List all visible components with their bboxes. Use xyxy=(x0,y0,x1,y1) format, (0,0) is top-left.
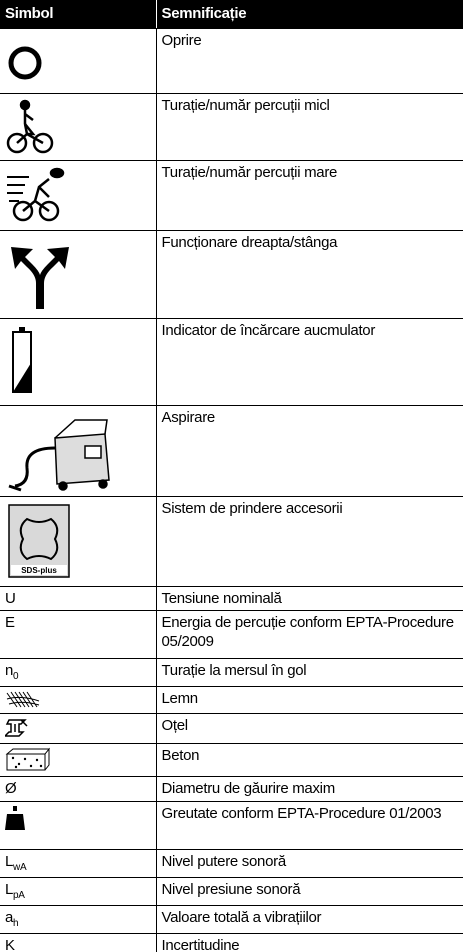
symbol: K xyxy=(0,933,157,952)
meaning: Greutate conform EPTA-Procedure 01/2003 xyxy=(156,801,463,850)
icon-cell xyxy=(0,160,157,231)
row: E Energia de percuție conform EPTA-Proced… xyxy=(0,610,463,659)
symbol: U xyxy=(0,586,157,611)
row: Oțel xyxy=(0,713,463,744)
symbol-cell: LpA xyxy=(0,877,157,906)
meaning: Aspirare xyxy=(156,405,463,497)
off-icon xyxy=(8,46,42,79)
meaning: Oprire xyxy=(156,28,463,94)
row: Funcționare dreapta/stânga xyxy=(0,230,463,319)
symbol: L xyxy=(5,852,14,870)
sds-icon: SDS-plus xyxy=(8,503,70,578)
wood-icon xyxy=(6,691,40,707)
row: Aspirare xyxy=(0,405,463,497)
icon-cell xyxy=(0,318,157,406)
row: U Tensiune nominală xyxy=(0,586,463,611)
symbol: L xyxy=(5,880,14,898)
row: n0 Turație la mersul în gol xyxy=(0,658,463,687)
battery-icon xyxy=(12,326,32,393)
symbol: n xyxy=(5,661,14,679)
meaning: Indicator de încărcare aucmulator xyxy=(156,318,463,406)
vacuum-icon xyxy=(8,418,110,491)
row: ah Valoare totală a vibrațiilor xyxy=(0,905,463,934)
meaning: Incertitudine xyxy=(156,933,463,952)
symbol: a xyxy=(5,908,14,926)
icon-cell xyxy=(0,801,157,850)
slow-bike-icon xyxy=(6,99,54,153)
row: LpA Nivel presiune sonoră xyxy=(0,877,463,906)
icon-cell xyxy=(0,28,157,94)
symbol-cell: ah xyxy=(0,905,157,934)
symbol-cell: n0 xyxy=(0,658,157,687)
concrete-icon xyxy=(5,747,51,770)
icon-cell xyxy=(0,230,157,319)
steel-icon xyxy=(5,718,28,737)
icon-label: SDS-plus xyxy=(21,566,57,575)
direction-icon xyxy=(11,246,69,309)
symbol-cell: LwA xyxy=(0,849,157,878)
icon-cell: SDS-plus xyxy=(0,496,157,587)
header-cell: Semnificație xyxy=(156,0,463,29)
row: Oprire xyxy=(0,28,463,94)
meaning: Diametru de găurire maxim xyxy=(156,776,463,802)
meaning: Turație/număr percuții micl xyxy=(156,93,463,161)
row: Greutate conform EPTA-Procedure 01/2003 xyxy=(0,801,463,850)
row: Ø Diametru de găurire maxim xyxy=(0,776,463,802)
meaning: Valoare totală a vibrațiilor xyxy=(156,905,463,934)
weight-icon xyxy=(5,805,25,830)
meaning: Tensiune nominală xyxy=(156,586,463,611)
meaning: Energia de percuție conform EPTA-Procedu… xyxy=(156,610,463,659)
meaning: Lemn xyxy=(156,686,463,714)
fast-bike-icon xyxy=(7,167,65,221)
meaning: Nivel putere sonoră xyxy=(156,849,463,878)
symbol-sub: pA xyxy=(13,889,25,901)
header-cell: Simbol xyxy=(0,0,157,29)
icon-cell xyxy=(0,743,157,777)
meaning: Sistem de prindere accesorii xyxy=(156,496,463,587)
symbol: E xyxy=(0,610,157,659)
symbol: Ø xyxy=(0,776,157,802)
meaning: Turație/număr percuții mare xyxy=(156,160,463,231)
row: Turație/număr percuții mare xyxy=(0,160,463,231)
row: Indicator de încărcare aucmulator xyxy=(0,318,463,406)
meaning: Funcționare dreapta/stânga xyxy=(156,230,463,319)
row: LwA Nivel putere sonoră xyxy=(0,849,463,878)
meaning: Nivel presiune sonoră xyxy=(156,877,463,906)
meaning: Beton xyxy=(156,743,463,777)
row: SDS-plus Sistem de prindere accesorii xyxy=(0,496,463,587)
row: Turație/număr percuții micl xyxy=(0,93,463,161)
icon-cell xyxy=(0,713,157,744)
icon-cell xyxy=(0,686,157,714)
row: Lemn xyxy=(0,686,463,714)
row: K Incertitudine xyxy=(0,933,463,952)
row: Beton xyxy=(0,743,463,777)
header-row: Simbol Semnificație xyxy=(0,0,463,29)
icon-cell xyxy=(0,405,157,497)
symbol-sub: 0 xyxy=(13,670,19,682)
symbol-sub: wA xyxy=(13,861,27,873)
symbol-sub: h xyxy=(13,917,19,929)
meaning: Oțel xyxy=(156,713,463,744)
meaning: Turație la mersul în gol xyxy=(156,658,463,687)
icon-cell xyxy=(0,93,157,161)
